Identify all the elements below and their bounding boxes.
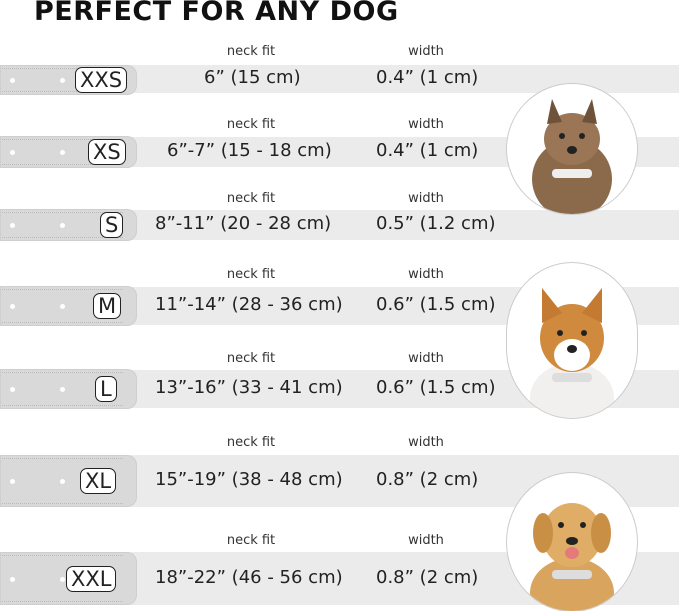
strap-hole bbox=[60, 78, 65, 83]
neck-fit-label: neck fit bbox=[226, 533, 276, 548]
strap-hole bbox=[10, 78, 15, 83]
width-value: 0.6” (1.5 cm) bbox=[376, 294, 496, 315]
neck-fit-label: neck fit bbox=[226, 351, 276, 366]
neck-fit-label: neck fit bbox=[226, 435, 276, 450]
neck-fit-label: neck fit bbox=[226, 267, 276, 282]
title: PERFECT FOR ANY DOG bbox=[34, 0, 399, 27]
size-label: XXL bbox=[66, 565, 117, 592]
neck-fit-label: neck fit bbox=[226, 117, 276, 132]
neck-fit-value: 13”-16” (33 - 41 cm) bbox=[155, 377, 343, 398]
size-label: XXS bbox=[75, 67, 128, 93]
width-value: 0.8” (2 cm) bbox=[376, 566, 479, 588]
corgi-dog-photo bbox=[506, 262, 638, 419]
size-label: S bbox=[100, 212, 124, 238]
neck-fit-label: neck fit bbox=[226, 44, 276, 59]
width-value: 0.8” (2 cm) bbox=[376, 469, 479, 490]
neck-fit-value: 8”-11” (20 - 28 cm) bbox=[155, 213, 332, 234]
width-value: 0.4” (1 cm) bbox=[376, 67, 479, 88]
width-value: 0.5” (1.2 cm) bbox=[376, 213, 496, 234]
strap-hole bbox=[10, 576, 15, 582]
strap-hole bbox=[60, 223, 65, 228]
strap-hole bbox=[10, 150, 15, 155]
width-label: width bbox=[408, 44, 444, 59]
neck-fit-value: 6” (15 cm) bbox=[204, 67, 301, 88]
strap-hole bbox=[10, 387, 15, 392]
size-label: M bbox=[93, 293, 122, 319]
strap-hole bbox=[60, 387, 65, 392]
neck-fit-label: neck fit bbox=[226, 191, 276, 206]
collar-strap bbox=[0, 455, 137, 507]
width-label: width bbox=[408, 351, 444, 366]
strap-hole bbox=[10, 304, 15, 309]
width-value: 0.4” (1 cm) bbox=[376, 140, 479, 161]
width-label: width bbox=[408, 267, 444, 282]
width-value: 0.6” (1.5 cm) bbox=[376, 377, 496, 398]
strap-hole bbox=[60, 150, 65, 155]
small-terrier-dog-photo bbox=[506, 83, 638, 215]
width-label: width bbox=[408, 191, 444, 206]
size-label: XL bbox=[80, 468, 117, 494]
neck-fit-value: 18”-22” (46 - 56 cm) bbox=[155, 566, 343, 588]
labrador-dog-photo bbox=[506, 472, 638, 611]
strap-hole bbox=[60, 479, 65, 484]
neck-fit-value: 6”-7” (15 - 18 cm) bbox=[167, 140, 332, 161]
size-label: XS bbox=[88, 139, 126, 165]
neck-fit-value: 11”-14” (28 - 36 cm) bbox=[155, 294, 343, 315]
size-label: L bbox=[95, 376, 117, 402]
strap-hole bbox=[60, 304, 65, 309]
strap-hole bbox=[10, 479, 15, 484]
strap-hole bbox=[10, 223, 15, 228]
width-label: width bbox=[408, 533, 444, 548]
width-label: width bbox=[408, 117, 444, 132]
strap-hole bbox=[60, 576, 65, 582]
width-label: width bbox=[408, 435, 444, 450]
neck-fit-value: 15”-19” (38 - 48 cm) bbox=[155, 469, 343, 490]
